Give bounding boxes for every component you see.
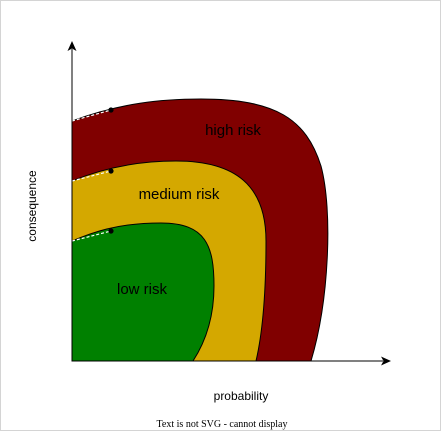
medium-risk-boundary-point — [108, 168, 113, 173]
low-risk-label: low risk — [117, 281, 168, 298]
medium-risk-label: medium risk — [139, 186, 220, 203]
high-risk-label: high risk — [205, 122, 261, 139]
y-axis-label: consequence — [25, 170, 39, 242]
high-risk-boundary-point — [108, 107, 113, 112]
footer-note: Text is not SVG - cannot display — [157, 419, 288, 430]
low-risk-boundary-point — [108, 228, 113, 233]
x-axis-label: probability — [214, 389, 269, 403]
